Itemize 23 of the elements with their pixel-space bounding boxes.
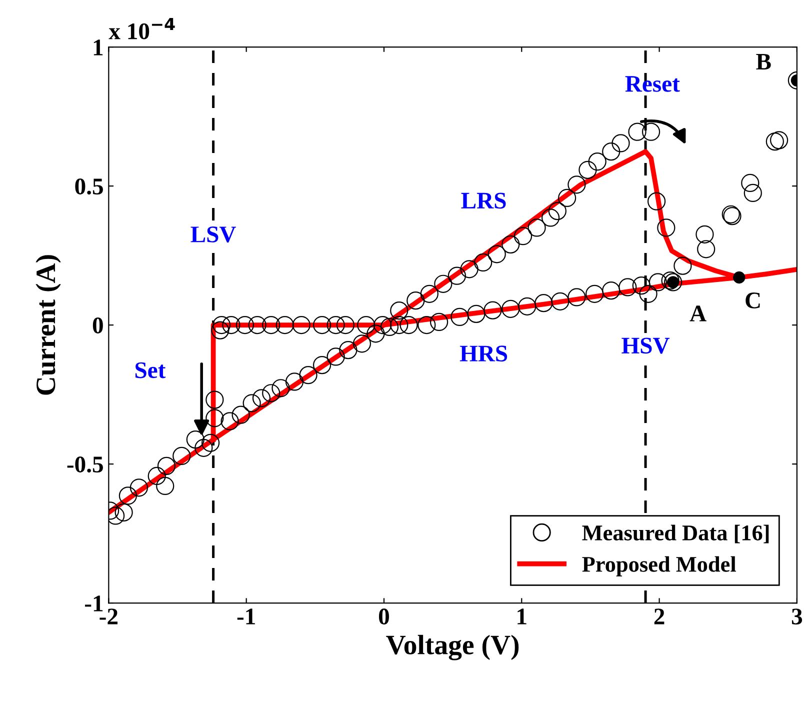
legend-label: Proposed Model: [582, 556, 736, 576]
x-tick-label: 3: [792, 608, 802, 624]
y-tick-label: -0.5: [67, 456, 103, 473]
annotation: A: [690, 306, 706, 322]
annotation: C: [746, 292, 760, 308]
annotation: HRS: [460, 346, 508, 362]
annotation: B: [756, 54, 771, 70]
x-tick-label: 0: [378, 608, 389, 624]
x-tick-label: 1: [518, 608, 526, 624]
text: x 10$^{−4}$: [108, 18, 175, 40]
annotation: Set: [135, 362, 166, 378]
y-tick-label: 1: [94, 40, 103, 56]
ref-line-label: HSV: [622, 338, 670, 354]
annotation: Reset: [625, 76, 680, 92]
y-axis-title: Current (A): [36, 255, 61, 395]
x-axis-title: Voltage (V): [386, 634, 519, 660]
y-tick-label: 0.5: [75, 178, 103, 195]
y-tick-label: 0: [92, 318, 103, 334]
legend-label: Measured Data [16]: [582, 524, 769, 544]
x-tick-label: 2: [654, 608, 664, 624]
x-tick-label: -1: [237, 608, 255, 624]
annotation: LRS: [461, 192, 506, 209]
ref-line-label: LSV: [190, 226, 236, 243]
